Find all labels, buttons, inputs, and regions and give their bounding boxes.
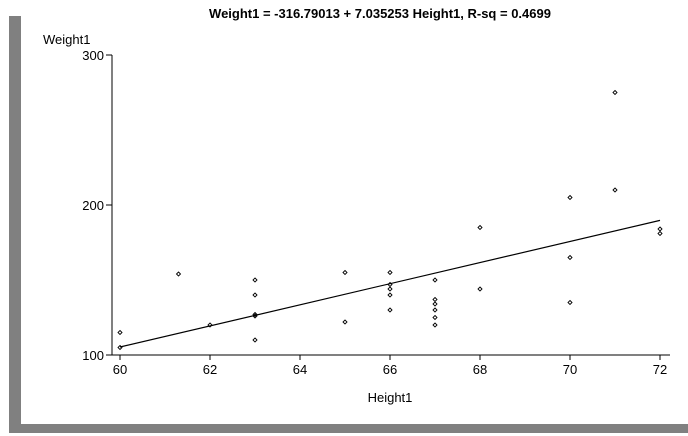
- x-tick-label: 70: [563, 362, 577, 377]
- data-points: [117, 89, 663, 351]
- data-point: [657, 230, 663, 237]
- y-axis-label: Weight1: [43, 32, 90, 47]
- data-point: [387, 307, 393, 313]
- data-point: [342, 269, 348, 276]
- y-tick-label: 100: [82, 348, 104, 363]
- x-axis-label: Height1: [368, 390, 413, 405]
- data-point: [612, 89, 618, 96]
- data-point: [387, 292, 393, 298]
- data-point: [387, 286, 393, 292]
- data-point: [477, 286, 483, 292]
- data-point: [207, 322, 213, 328]
- data-point: [175, 271, 182, 277]
- regression-group: [119, 219, 661, 348]
- data-point: [432, 301, 438, 307]
- data-point: [432, 314, 438, 321]
- data-point: [612, 187, 618, 193]
- data-point: [567, 194, 573, 201]
- axis-ticks: 60 62 64 66 68 70 72 100 200 300: [82, 48, 667, 377]
- data-point: [252, 337, 258, 343]
- data-point: [252, 313, 258, 319]
- data-point: [252, 277, 258, 283]
- x-tick-label: 68: [473, 362, 487, 377]
- x-tick-label: 66: [383, 362, 397, 377]
- regression-line: [119, 219, 661, 348]
- data-point: [252, 292, 258, 298]
- data-point: [432, 322, 438, 328]
- data-point: [252, 311, 258, 318]
- x-tick-label: 72: [653, 362, 667, 377]
- data-point: [432, 277, 438, 283]
- frame-bottom-bar: [9, 424, 688, 433]
- data-point: [477, 224, 483, 231]
- frame-left-bar: [9, 16, 21, 433]
- data-point: [342, 319, 348, 325]
- x-tick-label: 60: [113, 362, 127, 377]
- data-point: [567, 299, 573, 306]
- data-point: [567, 254, 573, 261]
- chart-title: Weight1 = -316.79013 + 7.035253 Height1,…: [209, 6, 551, 21]
- data-point: [387, 269, 393, 276]
- data-point: [117, 344, 123, 351]
- y-tick-label: 300: [82, 48, 104, 63]
- x-tick-label: 64: [293, 362, 307, 377]
- data-point: [432, 307, 438, 313]
- data-point: [117, 329, 123, 336]
- y-tick-label: 200: [82, 198, 104, 213]
- x-tick-label: 62: [203, 362, 217, 377]
